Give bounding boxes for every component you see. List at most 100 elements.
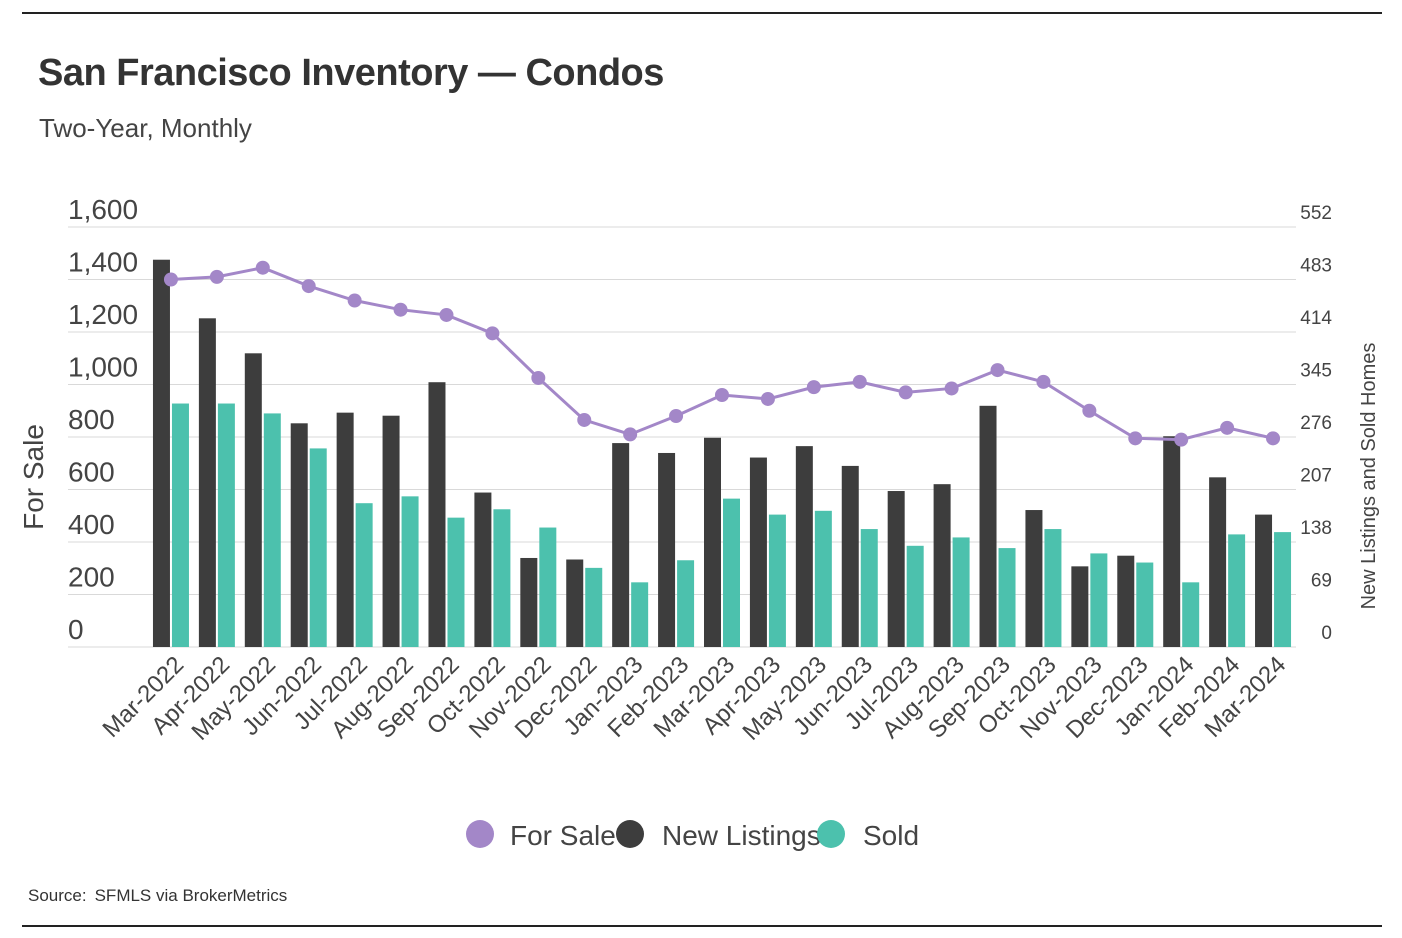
for-sale-point-dec-2023: [1128, 431, 1143, 446]
for-sale-point-oct-2023: [1036, 374, 1051, 389]
legend-for-sale-label: For Sale: [510, 820, 616, 851]
left-tick-label: 400: [68, 509, 115, 540]
new-listings-bar-jan-2024: [1163, 436, 1181, 647]
sold-bar-mar-2024: [1274, 532, 1292, 647]
sold-bar-nov-2023: [1090, 553, 1108, 647]
sold-bar-jul-2023: [906, 545, 924, 647]
sold-bar-may-2023: [814, 510, 832, 647]
left-axis-ticks: 1,600 1,400 1,200 1,000 800 600 400 200 0: [68, 194, 138, 645]
bottom-rule: [22, 925, 1382, 927]
new-listings-bar-may-2023: [795, 446, 813, 647]
for-sale-point-may-2023: [806, 380, 821, 395]
for-sale-point-mar-2023: [715, 388, 729, 402]
new-listings-bar-apr-2022: [198, 318, 216, 647]
legend-item-sold: Sold: [817, 820, 919, 851]
legend-sold-label: Sold: [863, 820, 919, 851]
for-sale-point-mar-2024: [1266, 431, 1281, 446]
for-sale-point-mar-2022: [163, 272, 178, 287]
right-tick-label: 552: [1300, 203, 1332, 224]
for-sale-point-aug-2023: [944, 381, 959, 396]
for-sale-point-nov-2023: [1082, 403, 1097, 418]
right-tick-label: 138: [1300, 518, 1332, 539]
left-axis-label: For Sale: [18, 424, 49, 530]
for-sale-point-jun-2023: [852, 374, 867, 389]
legend-new-listings-label: New Listings: [662, 820, 821, 851]
sold-bar-jul-2022: [355, 503, 373, 647]
for-sale-point-jul-2022: [347, 293, 362, 308]
new-listings-bar-nov-2022: [520, 557, 538, 647]
left-tick-label: 1,400: [68, 247, 138, 278]
for-sale-point-jul-2023: [898, 385, 913, 400]
for-sale-point-dec-2022: [577, 412, 592, 427]
new-listings-bar-dec-2022: [566, 559, 584, 647]
new-listings-bar-jul-2022: [336, 412, 354, 647]
new-listings-bar-apr-2023: [749, 457, 767, 647]
new-listings-bar-mar-2024: [1255, 514, 1273, 647]
new-listings-bar-feb-2024: [1209, 477, 1227, 647]
sold-bar-sep-2022: [447, 517, 465, 647]
for-sale-point-sep-2023: [990, 363, 1005, 378]
source-note: Source: SFMLS via BrokerMetrics: [28, 886, 287, 906]
for-sale-line: [170, 266, 1274, 442]
for-sale-point-feb-2024: [1220, 420, 1235, 435]
sold-bar-aug-2022: [401, 496, 419, 647]
sold-bar-feb-2024: [1228, 534, 1246, 647]
left-tick-label: 0: [68, 614, 84, 645]
new-listings-bar-nov-2023: [1071, 566, 1089, 647]
top-rule: [22, 12, 1382, 14]
new-listings-bar-jul-2023: [887, 491, 905, 647]
left-tick-label: 800: [68, 404, 115, 435]
new-listings-bar-jun-2023: [841, 465, 859, 647]
sold-bar-jun-2023: [860, 529, 878, 647]
new-listings-bar-aug-2022: [382, 415, 400, 647]
source-label: Source:: [28, 886, 87, 905]
sold-bar-mar-2022: [171, 403, 189, 647]
for-sale-point-apr-2023: [760, 391, 775, 406]
for-sale-point-sep-2022: [439, 307, 454, 322]
legend-item-for-sale: For Sale: [466, 820, 616, 851]
sold-bar-apr-2023: [768, 514, 786, 647]
right-tick-label: 0: [1321, 623, 1332, 644]
new-listings-bar-mar-2023: [704, 437, 721, 647]
for-sale-point-jun-2022: [301, 279, 316, 294]
right-tick-label: 483: [1300, 256, 1332, 277]
sold-bar-jan-2023: [631, 582, 649, 647]
sold-bar-aug-2023: [952, 537, 970, 647]
sold-bar-dec-2022: [585, 567, 603, 647]
legend-new-listings-swatch: [616, 820, 644, 848]
new-listings-bar-feb-2023: [658, 452, 676, 647]
bars: [152, 259, 1292, 647]
right-tick-label: 414: [1300, 308, 1332, 329]
new-listings-bar-oct-2022: [474, 492, 492, 647]
new-listings-bar-mar-2022: [152, 259, 170, 647]
left-tick-label: 200: [68, 562, 115, 593]
right-axis-ticks: 552 483 414 345 276 207 138 69 0: [1300, 203, 1332, 644]
sold-bar-sep-2023: [998, 548, 1016, 647]
for-sale-point-jan-2024: [1174, 432, 1189, 447]
chart-subtitle: Two-Year, Monthly: [39, 113, 252, 143]
right-tick-label: 276: [1300, 413, 1332, 434]
right-axis-label: New Listings and Sold Homes: [1358, 343, 1380, 610]
new-listings-bar-sep-2022: [428, 382, 446, 647]
new-listings-bar-sep-2023: [979, 405, 997, 647]
left-tick-label: 1,200: [68, 299, 138, 330]
legend-item-new-listings: New Listings: [616, 820, 821, 851]
sold-bar-jan-2024: [1182, 582, 1200, 647]
for-sale-line-series: [163, 260, 1281, 447]
left-tick-label: 600: [68, 457, 115, 488]
chart-title: San Francisco Inventory — Condos: [38, 52, 664, 94]
for-sale-point-nov-2022: [531, 370, 546, 385]
for-sale-point-apr-2022: [209, 269, 224, 284]
for-sale-point-aug-2022: [393, 302, 408, 317]
new-listings-bar-may-2022: [244, 353, 262, 647]
new-listings-bar-jun-2022: [290, 423, 308, 647]
legend-sold-swatch: [817, 820, 845, 848]
right-tick-label: 69: [1311, 571, 1332, 592]
sold-bar-dec-2023: [1136, 562, 1154, 647]
legend: For Sale New Listings Sold: [466, 820, 919, 851]
sold-bar-jun-2022: [309, 448, 327, 647]
right-tick-label: 345: [1300, 361, 1332, 382]
source-value: SFMLS via BrokerMetrics: [94, 886, 288, 905]
left-tick-label: 1,000: [68, 352, 138, 383]
